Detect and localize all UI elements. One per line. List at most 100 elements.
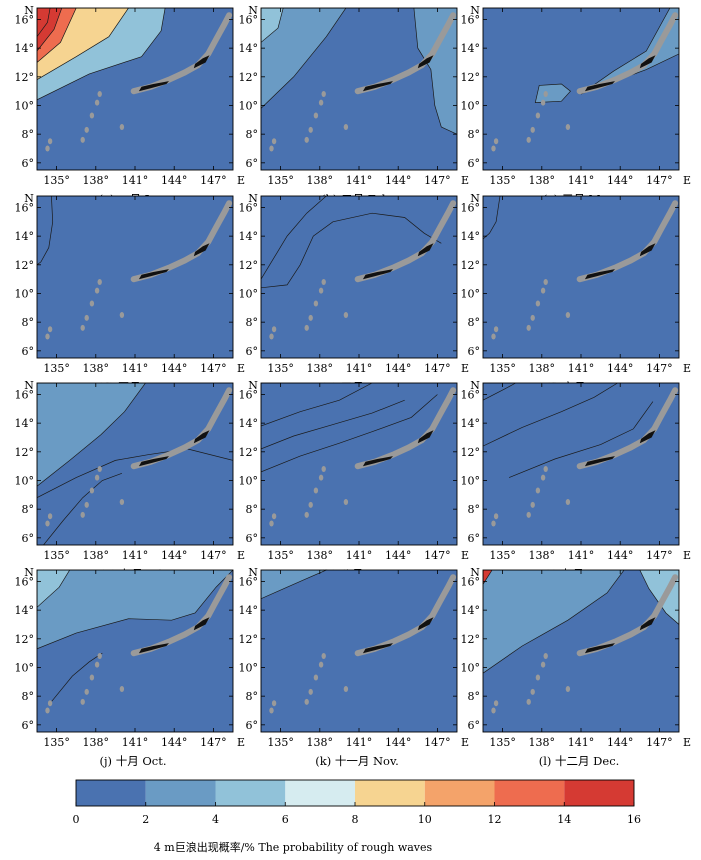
islet bbox=[119, 686, 125, 692]
y-tick-label: 12° bbox=[239, 71, 259, 84]
y-tick-label: 10° bbox=[15, 99, 35, 112]
x-tick-label: 144° bbox=[607, 362, 634, 375]
islet bbox=[318, 661, 324, 668]
islet bbox=[84, 688, 89, 695]
x-tick-label: 144° bbox=[607, 549, 634, 562]
y-tick-label: 8° bbox=[22, 690, 35, 703]
x-tick-label: 144° bbox=[161, 174, 188, 187]
y-tick-label: 14° bbox=[461, 42, 481, 55]
x-tick-label: 144° bbox=[385, 736, 412, 749]
y-tick-label: 6° bbox=[22, 532, 35, 545]
x-axis-end-label: E bbox=[237, 549, 245, 562]
x-tick-label: 147° bbox=[200, 549, 227, 562]
y-tick-label: 6° bbox=[468, 345, 481, 358]
islet bbox=[565, 312, 571, 318]
x-tick-label: 141° bbox=[122, 549, 149, 562]
y-tick-label: 16° bbox=[239, 575, 259, 588]
colorbar-tick-label: 16 bbox=[627, 813, 641, 826]
y-tick-label: 14° bbox=[15, 604, 35, 617]
islet bbox=[343, 686, 349, 692]
contour-line bbox=[261, 394, 438, 473]
x-tick-label: 147° bbox=[424, 174, 451, 187]
y-tick-label: 12° bbox=[461, 259, 481, 272]
x-tick-label: 147° bbox=[200, 174, 227, 187]
y-tick-label: 10° bbox=[15, 661, 35, 674]
x-tick-label: 147° bbox=[646, 736, 673, 749]
x-tick-label: 141° bbox=[346, 736, 373, 749]
colorbar-tick-label: 12 bbox=[488, 813, 502, 826]
probability-region bbox=[37, 570, 71, 608]
islet bbox=[535, 300, 541, 307]
islet bbox=[94, 661, 100, 668]
probability-region bbox=[483, 570, 493, 585]
contour-line bbox=[49, 652, 103, 704]
y-tick-label: 12° bbox=[461, 446, 481, 459]
islet bbox=[45, 145, 50, 152]
contour-line bbox=[43, 472, 123, 545]
x-tick-label: 135° bbox=[267, 736, 294, 749]
x-tick-label: 135° bbox=[43, 549, 70, 562]
y-tick-label: 8° bbox=[246, 690, 259, 703]
probability-region bbox=[483, 570, 625, 674]
panel-c: 135°138°141°144°147°E6°8°10°12°14°16°N(c… bbox=[461, 4, 692, 206]
y-axis-end-label: N bbox=[248, 192, 258, 205]
x-axis-end-label: E bbox=[237, 736, 245, 749]
y-tick-label: 8° bbox=[22, 503, 35, 516]
colorbar-tick-label: 8 bbox=[352, 813, 359, 826]
islet bbox=[313, 674, 319, 681]
contour-line bbox=[261, 196, 327, 280]
y-tick-label: 16° bbox=[461, 201, 481, 214]
islet bbox=[543, 653, 548, 659]
x-tick-label: 138° bbox=[83, 549, 110, 562]
x-tick-label: 147° bbox=[646, 549, 673, 562]
x-tick-label: 144° bbox=[385, 549, 412, 562]
landmass bbox=[417, 617, 434, 631]
map-area bbox=[483, 8, 679, 170]
x-tick-label: 144° bbox=[161, 549, 188, 562]
islet bbox=[321, 466, 326, 472]
x-axis-end-label: E bbox=[683, 174, 691, 187]
x-tick-label: 147° bbox=[646, 174, 673, 187]
landmass bbox=[584, 81, 615, 92]
islet bbox=[94, 287, 100, 294]
probability-region bbox=[37, 383, 146, 487]
colorbar-label: 4 m巨浪出现概率/% The probability of rough wav… bbox=[154, 840, 433, 854]
x-tick-label: 147° bbox=[646, 362, 673, 375]
x-tick-label: 135° bbox=[43, 362, 70, 375]
islet bbox=[269, 333, 274, 340]
y-axis-end-label: N bbox=[470, 192, 480, 205]
islet bbox=[97, 91, 102, 97]
x-tick-label: 144° bbox=[607, 174, 634, 187]
islet bbox=[271, 700, 277, 707]
islet bbox=[318, 474, 324, 481]
islet bbox=[535, 674, 541, 681]
panel-caption: (j) 十月 Oct. bbox=[100, 754, 167, 768]
y-axis-end-label: N bbox=[248, 379, 258, 392]
panel-h: 135°138°141°144°147°E6°8°10°12°14°16°N(h… bbox=[239, 379, 470, 581]
y-tick-label: 14° bbox=[461, 604, 481, 617]
y-tick-label: 10° bbox=[461, 474, 481, 487]
colorbar-tick-label: 6 bbox=[282, 813, 289, 826]
y-tick-label: 8° bbox=[246, 128, 259, 141]
map-area bbox=[37, 8, 233, 170]
islet bbox=[343, 312, 349, 318]
y-axis-end-label: N bbox=[24, 379, 34, 392]
x-tick-label: 147° bbox=[200, 362, 227, 375]
y-tick-label: 12° bbox=[239, 633, 259, 646]
islet bbox=[47, 138, 53, 145]
x-tick-label: 138° bbox=[83, 362, 110, 375]
x-tick-label: 144° bbox=[607, 736, 634, 749]
islet bbox=[530, 314, 535, 321]
map-area bbox=[37, 196, 233, 358]
y-tick-label: 12° bbox=[239, 446, 259, 459]
islet bbox=[540, 661, 546, 668]
y-tick-label: 8° bbox=[246, 316, 259, 329]
y-tick-label: 14° bbox=[239, 230, 259, 243]
landmass bbox=[138, 269, 169, 280]
x-tick-label: 135° bbox=[267, 362, 294, 375]
y-tick-label: 12° bbox=[15, 446, 35, 459]
islet bbox=[269, 707, 274, 714]
y-tick-label: 10° bbox=[239, 99, 259, 112]
colorbar-swatch bbox=[145, 780, 216, 806]
x-tick-label: 135° bbox=[489, 549, 515, 562]
